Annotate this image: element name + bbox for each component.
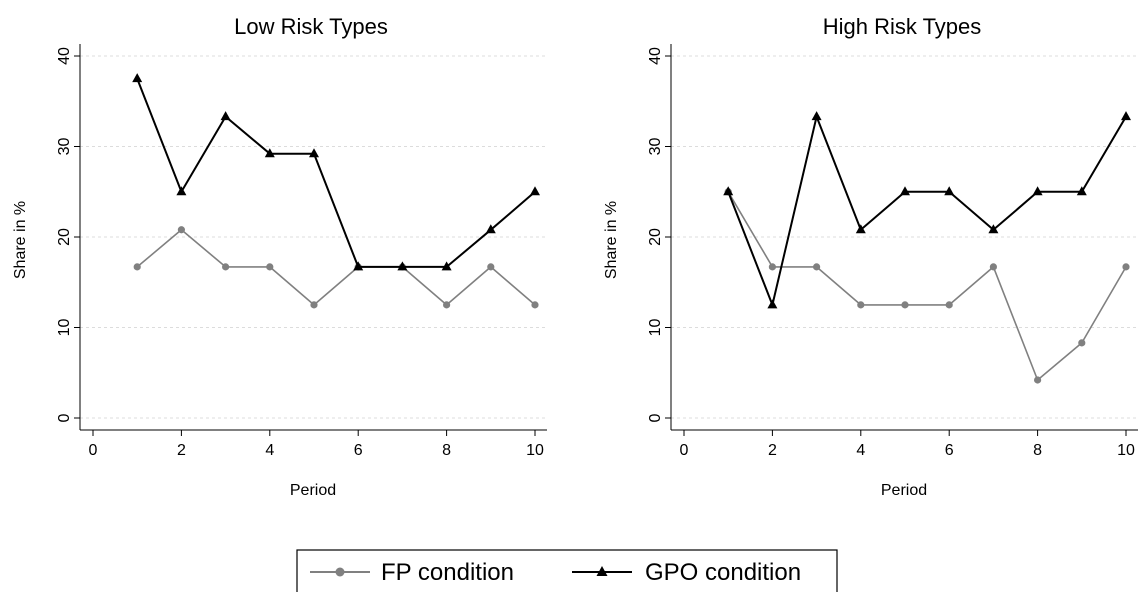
data-point (989, 263, 998, 271)
data-point (1121, 111, 1131, 121)
chart-title: Low Risk Types (234, 14, 388, 39)
data-point (723, 186, 734, 196)
data-point (397, 261, 408, 271)
data-point (767, 299, 778, 309)
y-tick-label: 0 (647, 413, 664, 422)
x-tick-label: 2 (768, 442, 777, 459)
x-tick-label: 8 (1033, 442, 1042, 459)
x-tick-labels: 0 2 4 6 8 10 (680, 442, 1135, 459)
y-axis-label: Share in % (12, 201, 29, 279)
data-point (1034, 376, 1042, 384)
x-axis-label: Period (881, 482, 927, 499)
data-point (176, 186, 187, 196)
x-tick-label: 0 (89, 442, 98, 459)
data-point (443, 301, 451, 309)
series-gpo-condition (132, 73, 540, 271)
x-tick-label: 10 (526, 442, 544, 459)
chart-panel-low-risk: Low Risk Types Share in % Period 0 2 4 6 8 10… (12, 14, 547, 499)
y-tick-label: 40 (647, 47, 664, 65)
y-tick-label: 30 (647, 138, 664, 156)
legend-circle-marker (335, 567, 345, 577)
data-point (1032, 186, 1043, 196)
x-tick-label: 0 (680, 442, 689, 459)
legend-item-fp: FP condition (310, 559, 514, 586)
data-point (531, 301, 539, 309)
data-point (132, 73, 143, 83)
data-point (353, 261, 364, 271)
legend-triangle-marker (596, 566, 608, 576)
data-point (857, 301, 865, 309)
data-point (485, 224, 496, 234)
data-point (855, 224, 866, 234)
x-tick-label: 6 (945, 442, 954, 459)
y-tick-labels: 0 10 20 30 40 (56, 47, 73, 422)
y-tick-labels: 0 10 20 30 40 (647, 47, 664, 422)
x-tick-label: 6 (354, 442, 363, 459)
data-point (530, 186, 540, 196)
x-tick-labels: 0 2 4 6 8 10 (89, 442, 544, 459)
x-tick-label: 4 (265, 442, 274, 459)
data-point (1076, 186, 1087, 196)
data-point (768, 263, 777, 271)
data-point (901, 301, 909, 309)
y-tick-label: 30 (56, 138, 73, 156)
y-axis-label: Share in % (603, 201, 620, 279)
data-point (222, 263, 230, 271)
legend-label-fp: FP condition (381, 559, 514, 586)
x-tick-label: 8 (442, 442, 451, 459)
series-line (727, 191, 1127, 381)
series-group (723, 111, 1131, 384)
chart-panel-high-risk: High Risk Types Share in % Period 0 2 4 6 8 1… (603, 14, 1138, 499)
legend-label-gpo: GPO condition (645, 559, 801, 586)
data-point (944, 186, 955, 196)
series-fp-condition (724, 188, 1130, 384)
x-tick-label: 4 (856, 442, 865, 459)
x-tick-label: 10 (1117, 442, 1135, 459)
legend-box (296, 549, 838, 592)
data-point (264, 148, 275, 158)
data-point (309, 148, 319, 158)
chart-title: High Risk Types (823, 14, 982, 39)
data-point (487, 263, 495, 271)
series-line (727, 115, 1127, 306)
y-tick-label: 40 (56, 47, 73, 65)
data-point (945, 301, 953, 309)
y-tick-label: 20 (56, 228, 73, 246)
y-tick-label: 0 (56, 413, 73, 422)
series-group (132, 73, 540, 309)
data-point (1122, 263, 1130, 271)
data-point (220, 111, 231, 121)
y-tick-label: 10 (56, 319, 73, 337)
legend-item-gpo: GPO condition (572, 559, 801, 586)
data-point (133, 263, 141, 271)
y-tick-label: 20 (647, 228, 664, 246)
data-point (813, 263, 821, 271)
series-line (136, 78, 536, 268)
data-point (177, 226, 185, 234)
y-tick-label: 10 (647, 319, 664, 337)
legend: FP condition GPO condition (296, 549, 838, 592)
data-point (811, 111, 822, 121)
x-axis-label: Period (290, 482, 336, 499)
series-line (136, 229, 536, 306)
x-tick-label: 2 (177, 442, 186, 459)
data-point (900, 186, 910, 196)
data-point (266, 263, 274, 271)
tick-marks (74, 55, 536, 436)
data-point (1078, 339, 1086, 347)
data-point (310, 301, 318, 309)
series-gpo-condition (723, 111, 1131, 309)
data-point (988, 224, 999, 234)
tick-marks (665, 55, 1127, 436)
data-point (441, 261, 452, 271)
